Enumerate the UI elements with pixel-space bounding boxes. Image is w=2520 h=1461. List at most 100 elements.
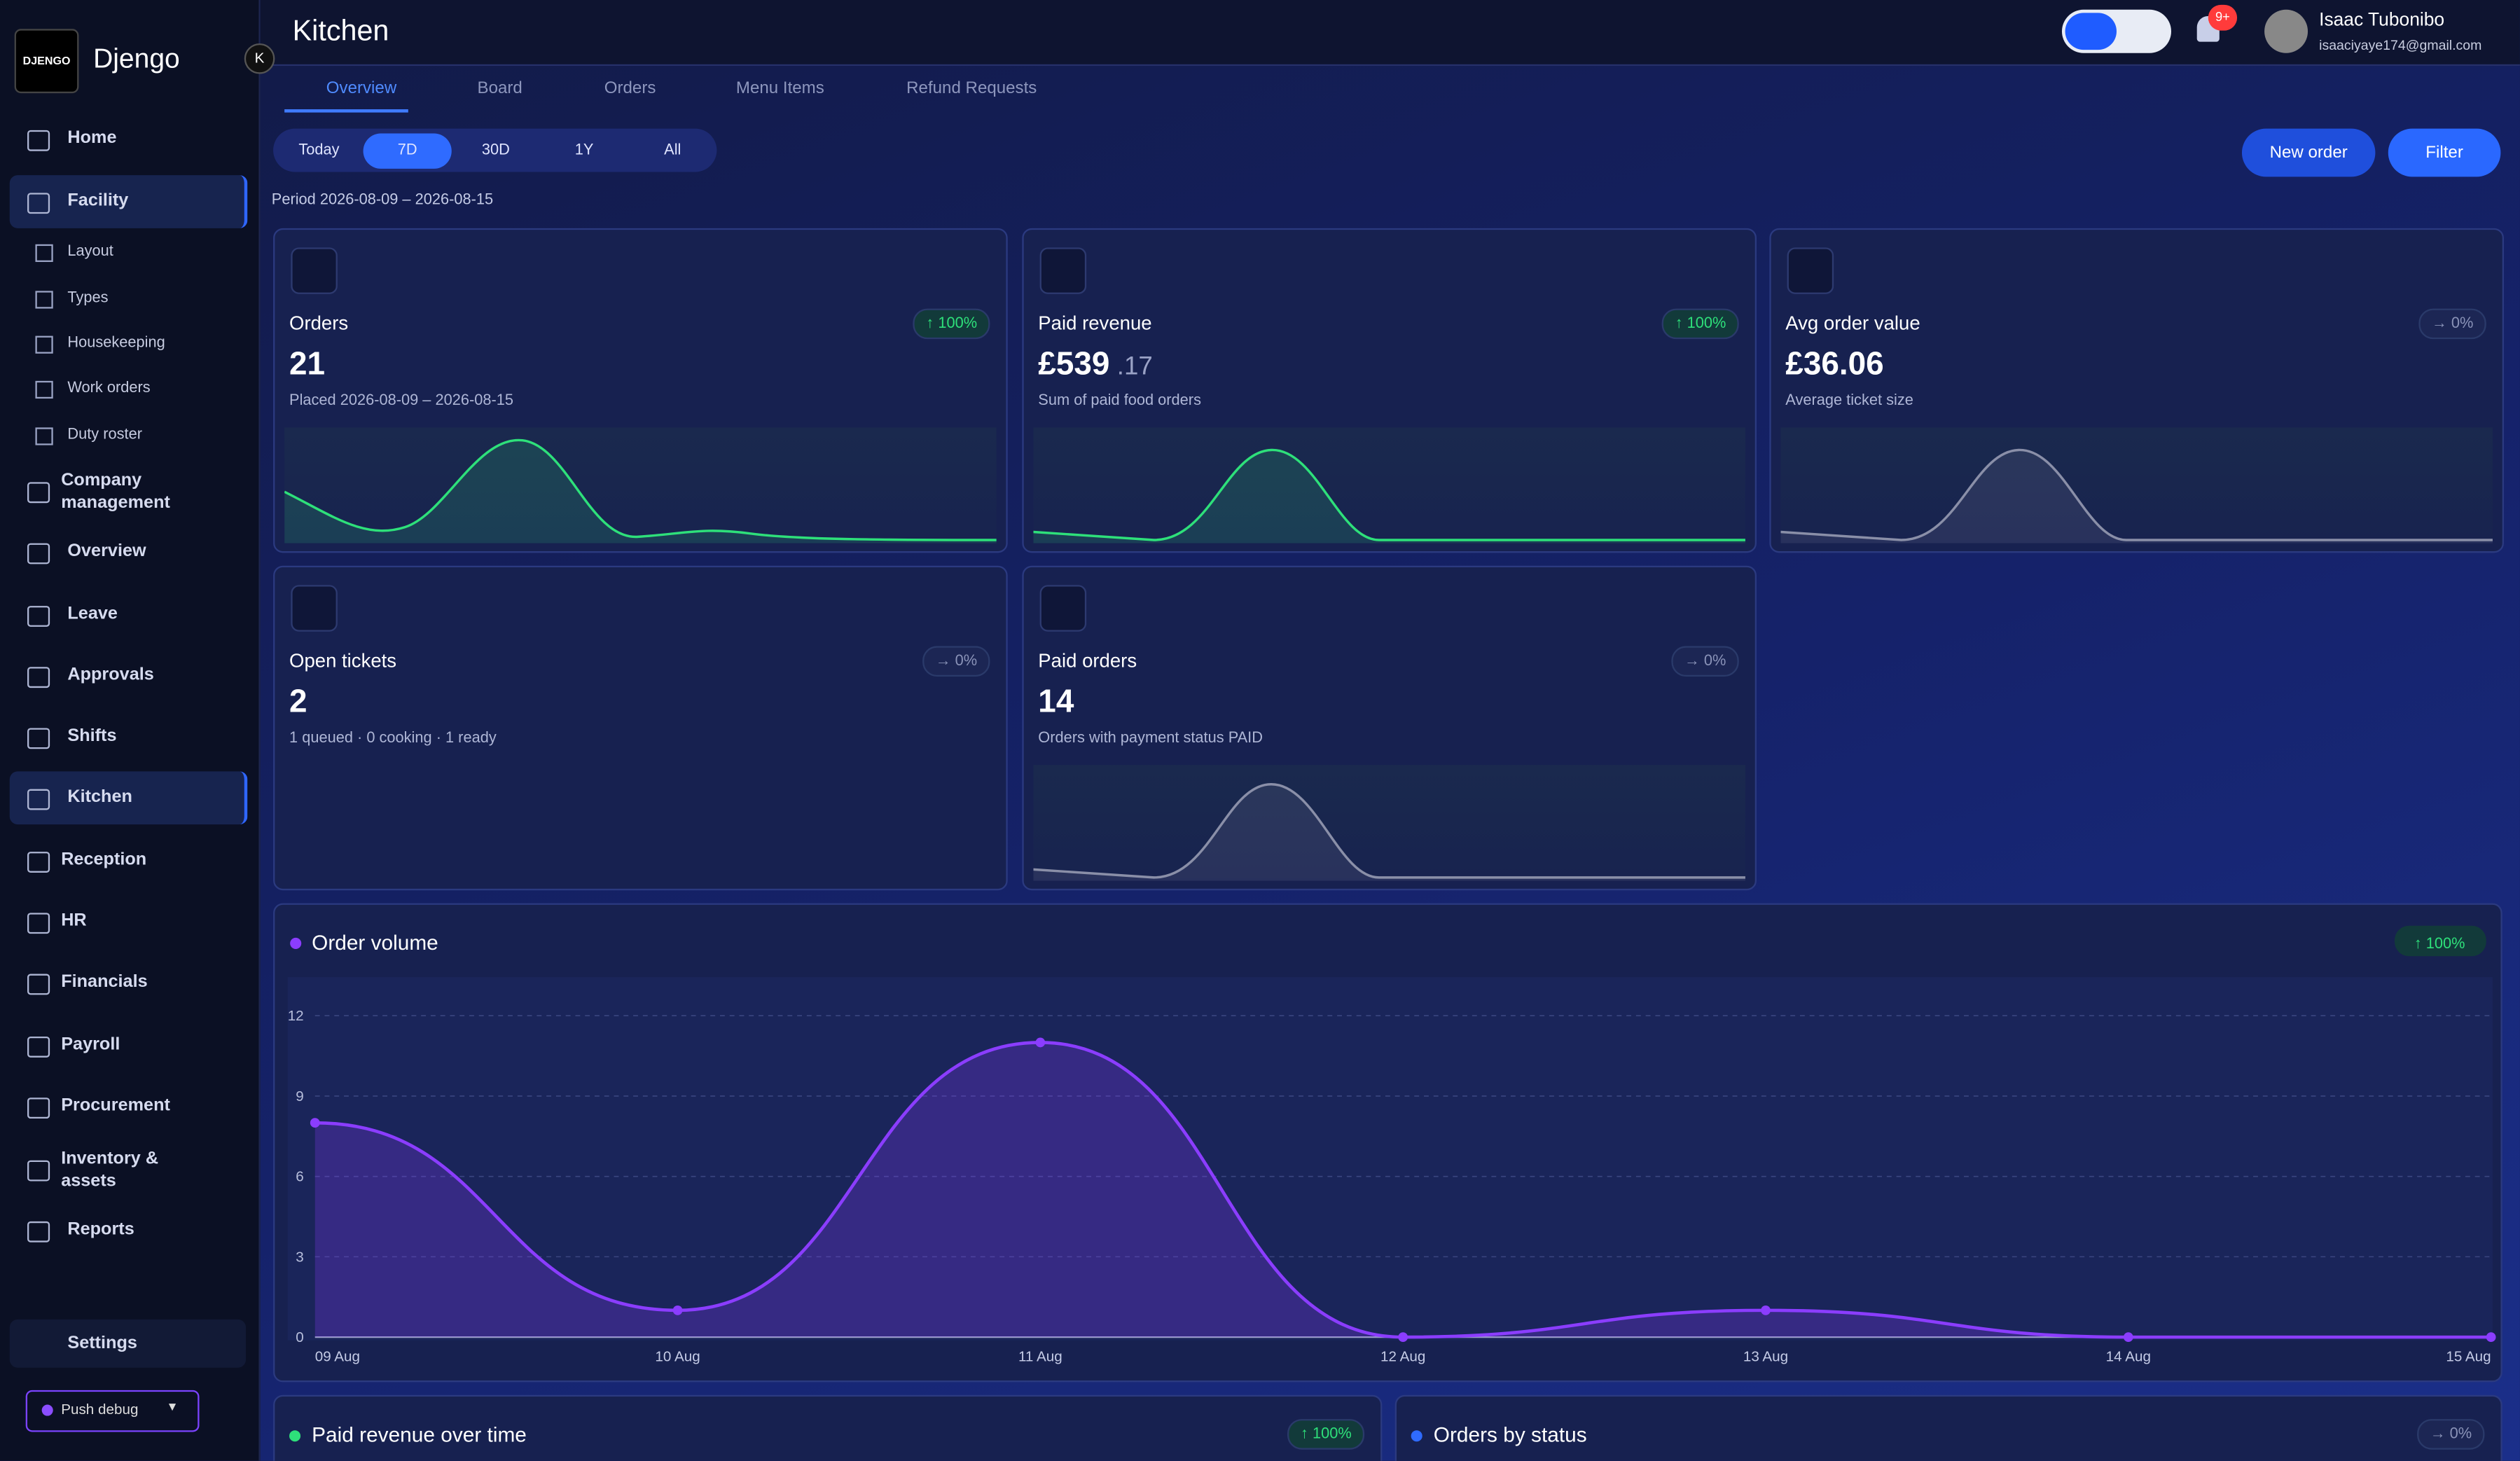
nav-item[interactable]: Reception [61,850,147,870]
nav-icon [27,728,50,749]
card-value: £539 [1038,347,1110,383]
range[interactable]: All [664,141,681,160]
card-note: Orders with payment status PAID [1038,729,1263,747]
nav-item[interactable]: Procurement [61,1095,170,1116]
point [672,1305,683,1315]
card-icon [291,247,338,294]
sub-item[interactable]: Work orders [67,379,151,397]
chart-title: Order volume [312,932,438,955]
push-debug-label: Push debug [61,1401,139,1418]
title-dot [290,937,302,949]
tab[interactable]: Board [477,78,522,98]
card-title: Paid orders [1038,649,1137,672]
filter-button[interactable]: Filter [2388,128,2501,177]
card-note: Placed 2026-08-09 – 2026-08-15 [289,392,514,410]
chart-change: ↑ 100% [2414,934,2465,952]
kpi-card: Open tickets → 0% 2 1 queued · 0 cooking · … [273,565,1008,891]
sub-icon [35,244,53,263]
nav-item[interactable]: Shifts [67,726,117,746]
card-note: 1 queued · 0 cooking · 1 ready [289,729,497,747]
card-change: ↑ 100% [913,308,990,340]
order-volume-panel: Order volume ↑ 100% 0 3 6 9 12 09 Aug 10 Aug 11 A… [273,903,2502,1383]
sparkline [1033,448,1749,543]
sub-item[interactable]: Duty roster [67,426,143,444]
panel-title: Paid revenue over time [312,1422,527,1447]
range[interactable]: Today [298,141,340,160]
panel-title: Orders by status [1433,1422,1587,1447]
nav-icon [27,789,50,810]
card-value: £36.06 [1785,347,1884,383]
logo: DJENGO [14,29,79,94]
sparkline-bg [1780,427,2496,543]
x-tick-label: 09 Aug [315,1349,360,1365]
nav-icon [27,1037,50,1058]
user-name: Isaac Tubonibo [2319,11,2445,31]
card-icon [1039,585,1087,632]
nav-item[interactable]: Approvals [67,665,154,685]
line [314,1041,2491,1339]
card-value: 2 [289,684,307,720]
x-tick-label: 12 Aug [1380,1349,1425,1365]
card-title: Orders [289,312,349,335]
x-tick-label: 15 Aug [2446,1349,2491,1365]
kpi-card: Orders ↑ 100% 21 Placed 2026-08-09 – 2026-0… [273,228,1008,553]
period: Period 2026-08-09 – 2026-08-15 [271,191,494,209]
card-note: Sum of paid food orders [1038,392,1201,410]
plot-bg [287,977,2493,1341]
nav-item[interactable]: Financials [61,972,148,992]
sub-item[interactable]: Types [67,289,109,307]
nav-item[interactable]: Payroll [61,1034,120,1055]
nav-item[interactable]: Home [67,128,117,148]
tab[interactable]: Overview [326,78,397,98]
nav-item[interactable]: Inventory & assets [61,1149,159,1191]
card-note: Average ticket size [1785,392,1913,410]
nav-icon [27,606,50,627]
nav-item[interactable]: HR [61,911,87,931]
push-debug[interactable]: Push debug ▾ [25,1390,200,1432]
sub-item[interactable]: Layout [67,242,113,261]
collapse-button[interactable]: K [244,43,275,74]
nav-item[interactable]: Leave [67,604,118,624]
nav-item[interactable]: Kitchen [67,787,132,807]
nav-icon [27,667,50,688]
card-title: Open tickets [289,649,397,672]
card-value: 14 [1038,684,1074,720]
nav-item[interactable]: Company management [61,471,170,513]
card-change: → 0% [2418,308,2486,340]
range[interactable]: 1Y [574,141,594,160]
sub-item[interactable]: Housekeeping [67,334,165,352]
panel-dot [1411,1430,1422,1442]
point [1035,1037,1046,1048]
panel-dot [289,1430,301,1442]
new-order-button[interactable]: New order [2241,128,2376,177]
header [260,0,2520,67]
nav-item[interactable]: Reports [67,1219,134,1240]
settings-item[interactable]: Settings [9,1319,247,1368]
sparkline [1033,783,1749,881]
kpi-card: Avg order value → 0% £36.06 Average ticket … [1769,228,2504,553]
tab[interactable]: Orders [604,78,656,98]
y-tick-label: 6 [296,1169,303,1185]
avatar[interactable] [2264,9,2308,53]
x-tick-label: 10 Aug [655,1349,700,1365]
nav-icon [27,852,50,873]
theme-toggle[interactable] [2061,9,2172,53]
sparkline-bg [284,427,1000,543]
area [314,1042,2491,1338]
sidebar: DJENGO Djengo K Home Facility Company mana… [0,0,275,1461]
page-title: Kitchen [292,14,389,47]
range-group [273,128,717,172]
tab[interactable]: Menu Items [735,78,824,98]
nav-icon [27,482,50,504]
nav-item[interactable]: Facility [67,191,129,211]
y-tick-label: 9 [296,1088,303,1105]
kpi-card: Paid orders → 0% 14 Orders with payment sta… [1022,565,1757,891]
nav-item[interactable]: Overview [67,541,146,561]
panel-change: → 0% [2417,1419,2485,1450]
range[interactable]: 30D [481,141,510,160]
tab[interactable]: Refund Requests [906,78,1037,98]
nav-icon [27,1098,50,1119]
nav-icon [27,1160,50,1182]
range[interactable]: 7D [397,141,417,160]
